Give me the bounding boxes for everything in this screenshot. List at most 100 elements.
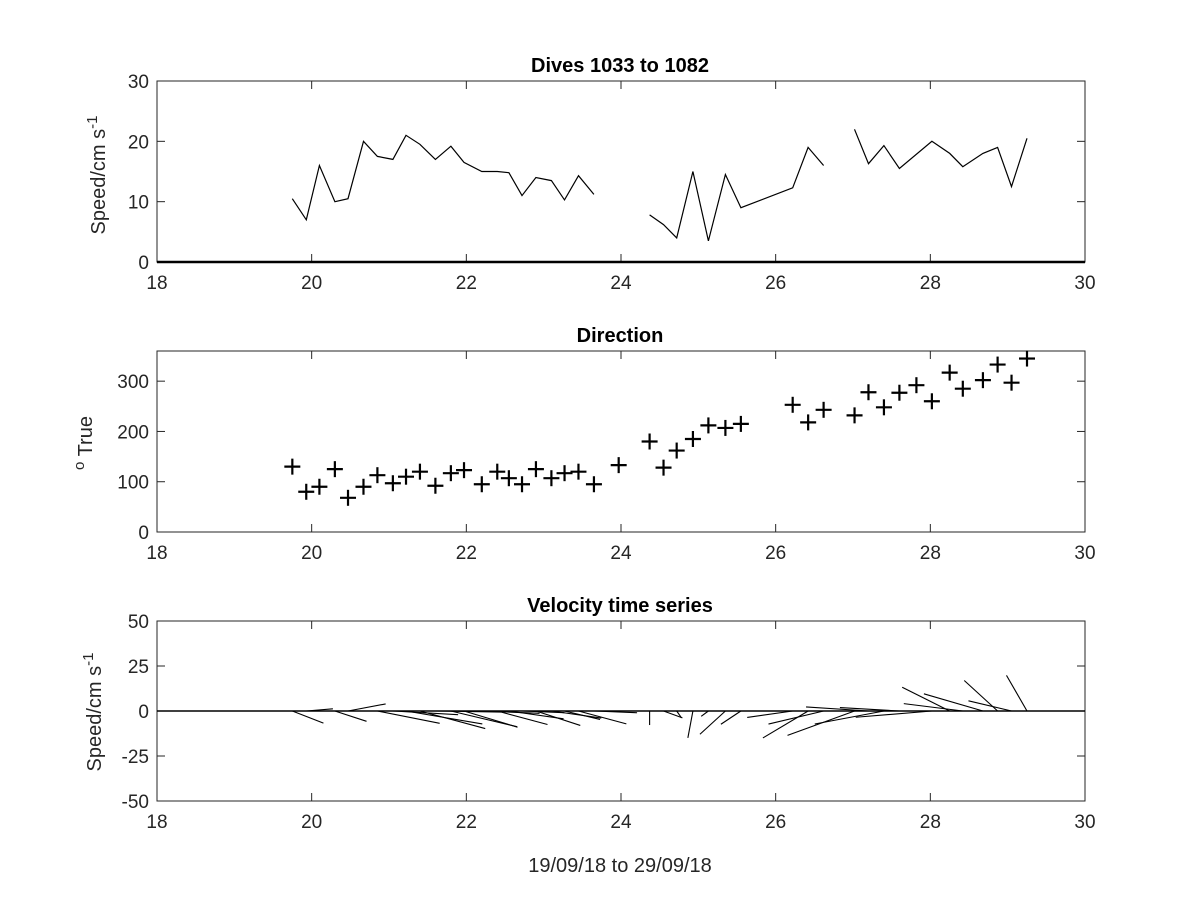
x-tick-label: 26 xyxy=(765,273,786,294)
y-tick-label: 200 xyxy=(117,422,149,443)
direction-point xyxy=(717,419,734,436)
direction-point xyxy=(908,377,925,394)
y-tick-label: 25 xyxy=(128,657,149,678)
velocity-title: Velocity time series xyxy=(527,595,713,617)
y-tick-label: -25 xyxy=(122,747,149,768)
velocity-vector xyxy=(306,708,333,712)
direction-point xyxy=(570,463,587,480)
y-tick-label: 10 xyxy=(128,193,149,214)
velocity-vector xyxy=(663,710,683,719)
direction-title: Direction xyxy=(577,325,664,347)
x-tick-label: 24 xyxy=(610,543,632,564)
speed-panel: 18 20 22 24 26 28 30 0 10 20 30 Dives 1033 to 1082… xyxy=(84,55,1096,294)
velocity-vector xyxy=(551,710,602,719)
x-tick-label: 28 xyxy=(920,273,941,294)
velocity-vector xyxy=(814,710,885,725)
velocity-vector xyxy=(720,710,742,725)
velocity-vector xyxy=(564,710,601,720)
direction-point xyxy=(784,396,801,413)
velocity-vector xyxy=(747,710,793,719)
direction-point xyxy=(500,470,517,487)
direction-point xyxy=(610,457,627,474)
direction-point xyxy=(954,380,971,397)
direction-point xyxy=(489,463,506,480)
direction-point xyxy=(875,399,892,416)
direction-point xyxy=(556,465,573,482)
x-tick-label: 20 xyxy=(301,812,322,833)
velocity-vector xyxy=(903,703,963,712)
x-tick-label: 18 xyxy=(146,812,167,833)
velocity-vector xyxy=(347,703,386,712)
x-tick-label: 30 xyxy=(1074,812,1095,833)
speed-title: Dives 1033 to 1082 xyxy=(531,55,709,77)
direction-point xyxy=(585,476,602,493)
x-tick-label: 30 xyxy=(1074,543,1095,564)
x-tick-label: 24 xyxy=(610,812,632,833)
x-tick-label: 22 xyxy=(456,812,477,833)
x-tick-label: 30 xyxy=(1074,273,1095,294)
direction-point xyxy=(974,372,991,389)
y-tick-label: -50 xyxy=(122,792,149,813)
velocity-vector xyxy=(923,693,984,712)
x-tick-label: 22 xyxy=(456,273,477,294)
direction-point xyxy=(543,470,560,487)
direction-point xyxy=(473,476,490,493)
velocity-vector xyxy=(901,686,950,712)
speed-series-line xyxy=(649,146,825,242)
direction-point xyxy=(891,384,908,401)
direction-point xyxy=(298,483,315,500)
direction-point xyxy=(355,478,372,495)
velocity-vector xyxy=(334,710,367,722)
direction-point xyxy=(700,417,717,434)
direction-point xyxy=(514,476,531,493)
direction-point xyxy=(527,461,544,478)
direction-point xyxy=(641,433,658,450)
velocity-vector xyxy=(535,710,581,726)
velocity-vector xyxy=(419,710,486,730)
direction-point xyxy=(369,467,386,484)
direction-point xyxy=(668,442,685,459)
x-tick-label: 22 xyxy=(456,543,477,564)
velocity-vector xyxy=(463,710,518,728)
velocity-vector xyxy=(481,710,540,714)
direction-point xyxy=(326,461,343,478)
y-tick-label: 0 xyxy=(138,702,149,723)
direction-ylabel: o True xyxy=(71,416,98,470)
direction-point xyxy=(655,459,672,476)
direction-point xyxy=(311,478,328,495)
x-tick-label: 26 xyxy=(765,812,786,833)
direction-point xyxy=(846,407,863,424)
velocity-vector xyxy=(593,710,638,714)
direction-point xyxy=(923,393,940,410)
speed-series-line xyxy=(853,129,1028,189)
y-tick-label: 50 xyxy=(128,612,149,633)
y-tick-label: 300 xyxy=(117,372,149,393)
y-tick-label: 100 xyxy=(117,473,149,494)
velocity-vector xyxy=(1006,675,1028,712)
velocity-vector xyxy=(699,710,726,735)
direction-point xyxy=(1003,374,1020,391)
direction-point xyxy=(860,384,877,401)
velocity-vector xyxy=(762,710,809,739)
velocity-vector xyxy=(377,710,440,724)
x-tick-label: 18 xyxy=(146,273,167,294)
velocity-vector xyxy=(700,710,709,717)
direction-point xyxy=(941,364,958,381)
y-tick-label: 20 xyxy=(128,132,149,153)
y-tick-label: 0 xyxy=(138,523,149,544)
direction-point xyxy=(800,414,817,431)
direction-point xyxy=(411,463,428,480)
direction-point xyxy=(456,462,473,479)
velocity-vector xyxy=(806,706,869,712)
y-tick-label: 30 xyxy=(128,72,149,93)
x-tick-label: 18 xyxy=(146,543,167,564)
velocity-vector xyxy=(839,707,900,712)
velocity-ylabel: Speed/cm s-1 xyxy=(80,653,107,772)
velocity-vector xyxy=(521,710,565,714)
velocity-xlabel: 19/09/18 to 29/09/18 xyxy=(528,855,712,877)
speed-series-line xyxy=(291,134,595,222)
direction-point xyxy=(989,356,1006,373)
x-tick-label: 26 xyxy=(765,543,786,564)
velocity-panel: 18 20 22 24 26 28 30 -50 -25 0 25 50 Velocity time … xyxy=(80,595,1096,877)
velocity-vector xyxy=(497,710,548,726)
